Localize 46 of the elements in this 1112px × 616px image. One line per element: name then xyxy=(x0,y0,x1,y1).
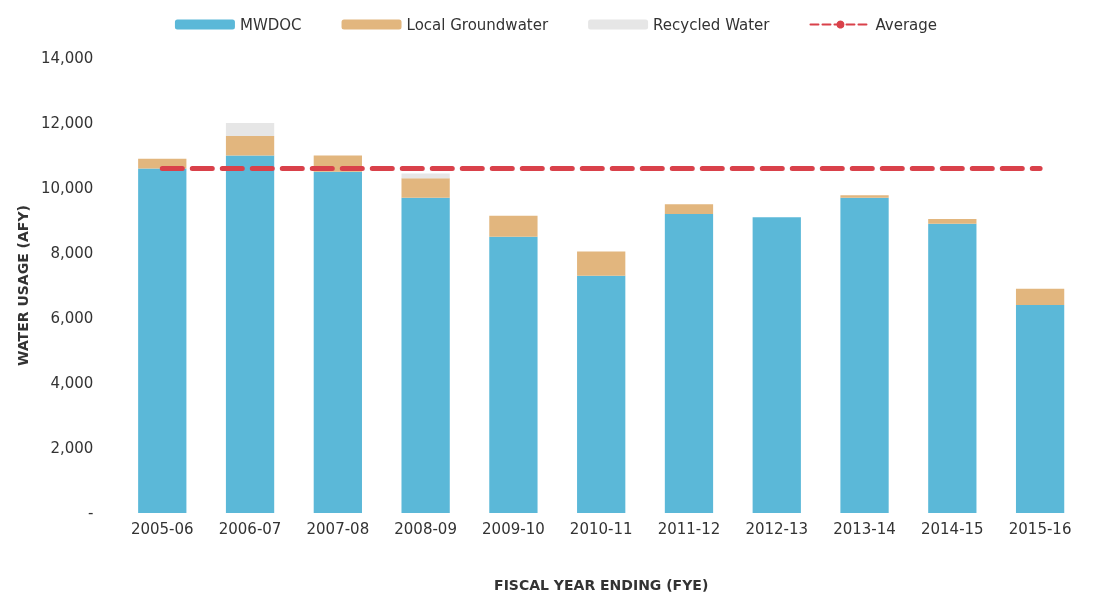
bar xyxy=(752,217,801,513)
x-axis-title: FISCAL YEAR ENDING (FYE) xyxy=(494,577,709,593)
y-tick-label: 14,000 xyxy=(40,49,94,67)
bar xyxy=(489,236,538,513)
y-tick-label: 12,000 xyxy=(40,114,94,132)
bar xyxy=(840,195,889,198)
bar xyxy=(401,178,450,198)
y-tick-label: 2,000 xyxy=(50,439,94,457)
x-tick-label: 2010-11 xyxy=(569,519,633,538)
bar xyxy=(840,197,889,513)
x-tick-label: 2007-08 xyxy=(306,519,370,538)
bar xyxy=(577,251,626,276)
y-tick-label: - xyxy=(87,504,94,522)
x-tick-label: 2011-12 xyxy=(657,519,721,538)
bar xyxy=(313,171,362,513)
bar xyxy=(401,173,450,179)
y-axis-title: WATER USAGE (AFY) xyxy=(15,205,31,366)
legend-label: Local Groundwater xyxy=(406,15,549,34)
y-tick-label: 8,000 xyxy=(50,244,94,262)
bar xyxy=(225,123,275,136)
bar xyxy=(928,223,977,513)
x-tick-label: 2015-16 xyxy=(1008,519,1072,538)
bar xyxy=(138,168,187,513)
x-tick-label: 2005-06 xyxy=(130,519,194,538)
bar xyxy=(1015,288,1065,305)
bar xyxy=(664,214,714,513)
y-tick-label: 10,000 xyxy=(40,179,94,197)
bar xyxy=(928,218,977,224)
bar xyxy=(577,275,626,513)
bar xyxy=(664,204,714,214)
legend-label: MWDOC xyxy=(239,15,302,34)
bar xyxy=(401,197,450,513)
x-tick-label: 2012-13 xyxy=(745,519,809,538)
bar xyxy=(1015,305,1065,513)
x-tick-label: 2006-07 xyxy=(218,519,282,538)
bar xyxy=(225,136,275,156)
legend-label: Recycled Water xyxy=(653,15,771,34)
y-tick-label: 4,000 xyxy=(50,374,94,392)
x-tick-label: 2009-10 xyxy=(482,519,545,538)
x-tick-label: 2008-09 xyxy=(394,519,457,538)
legend-label: Average xyxy=(875,15,938,34)
y-tick-label: 6,000 xyxy=(50,309,94,327)
bar xyxy=(489,215,538,237)
x-tick-label: 2014-15 xyxy=(920,519,984,538)
bar xyxy=(225,155,275,513)
x-tick-label: 2013-14 xyxy=(833,519,896,538)
